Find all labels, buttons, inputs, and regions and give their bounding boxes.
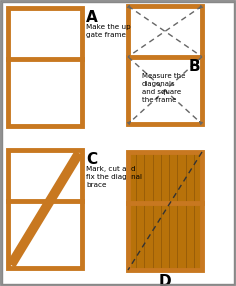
Text: B: B — [188, 59, 200, 74]
Text: A: A — [86, 10, 98, 25]
Text: D: D — [159, 274, 171, 286]
Text: Mark, cut and
fix the diagonal
brace: Mark, cut and fix the diagonal brace — [86, 166, 142, 188]
Bar — [128, 6, 202, 124]
Bar — [128, 152, 202, 270]
Text: Measure the
diagonals
and square
the frame: Measure the diagonals and square the fra… — [142, 73, 185, 103]
Bar — [8, 150, 82, 268]
Text: Make the up
gate frame: Make the up gate frame — [86, 24, 131, 38]
Text: C: C — [86, 152, 97, 167]
Bar — [128, 152, 202, 270]
Bar — [8, 8, 82, 126]
